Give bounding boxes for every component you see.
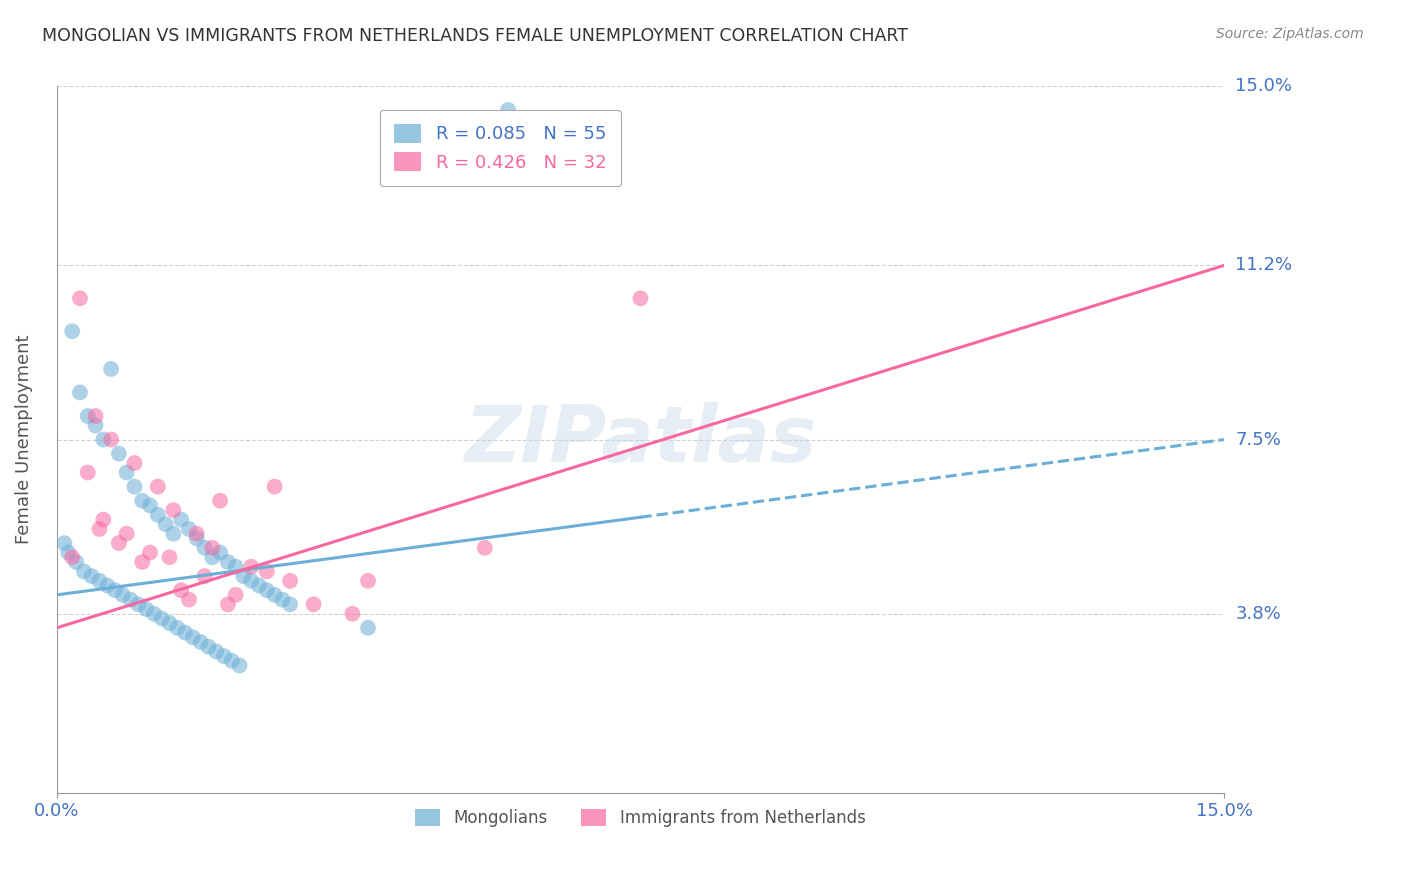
Legend: Mongolians, Immigrants from Netherlands: Mongolians, Immigrants from Netherlands: [409, 802, 872, 834]
Point: [127, 598, 149, 612]
Point: [115, 526, 138, 541]
Point: [201, 550, 224, 565]
Point: [100, 362, 122, 376]
Point: [135, 602, 157, 616]
Point: [271, 592, 294, 607]
Point: [58, 545, 80, 559]
Point: [162, 503, 184, 517]
Point: [115, 466, 138, 480]
Point: [170, 583, 193, 598]
Point: [496, 103, 519, 117]
Point: [177, 522, 200, 536]
Point: [69, 385, 91, 400]
Point: [53, 536, 76, 550]
Point: [89, 574, 111, 588]
Text: ZIPatlas: ZIPatlas: [464, 401, 817, 477]
Text: 7.5%: 7.5%: [1236, 431, 1281, 449]
Point: [142, 607, 165, 621]
Point: [84, 418, 107, 433]
Point: [342, 607, 364, 621]
Point: [186, 526, 208, 541]
Point: [159, 550, 181, 565]
Text: MONGOLIAN VS IMMIGRANTS FROM NETHERLANDS FEMALE UNEMPLOYMENT CORRELATION CHART: MONGOLIAN VS IMMIGRANTS FROM NETHERLANDS…: [42, 27, 908, 45]
Point: [76, 466, 98, 480]
Point: [209, 493, 232, 508]
Point: [124, 480, 146, 494]
Point: [225, 588, 247, 602]
Point: [108, 536, 131, 550]
Point: [76, 409, 98, 423]
Point: [225, 559, 247, 574]
Text: 15.0%: 15.0%: [1236, 78, 1292, 95]
Point: [89, 522, 111, 536]
Point: [630, 291, 652, 305]
Point: [193, 541, 215, 555]
Point: [474, 541, 496, 555]
Text: Source: ZipAtlas.com: Source: ZipAtlas.com: [1216, 27, 1364, 41]
Point: [357, 574, 380, 588]
Point: [190, 635, 212, 649]
Text: 3.8%: 3.8%: [1236, 605, 1281, 623]
Point: [146, 508, 169, 522]
Point: [217, 598, 239, 612]
Point: [186, 532, 208, 546]
Point: [256, 583, 278, 598]
Point: [155, 517, 177, 532]
Point: [263, 588, 285, 602]
Point: [197, 640, 219, 654]
Point: [124, 456, 146, 470]
Point: [73, 565, 96, 579]
Point: [91, 512, 114, 526]
Point: [221, 654, 243, 668]
Point: [247, 578, 270, 592]
Point: [170, 512, 193, 526]
Point: [60, 550, 83, 565]
Point: [263, 480, 285, 494]
Point: [80, 569, 103, 583]
Point: [139, 545, 162, 559]
Point: [240, 574, 263, 588]
Point: [65, 555, 87, 569]
Point: [159, 616, 181, 631]
Point: [108, 447, 131, 461]
Point: [256, 565, 278, 579]
Y-axis label: Female Unemployment: Female Unemployment: [15, 334, 32, 544]
Point: [181, 630, 204, 644]
Point: [84, 409, 107, 423]
Point: [193, 569, 215, 583]
Point: [100, 433, 122, 447]
Point: [111, 588, 134, 602]
Point: [240, 559, 263, 574]
Point: [131, 555, 153, 569]
Point: [150, 611, 173, 625]
Point: [212, 649, 235, 664]
Point: [69, 291, 91, 305]
Point: [177, 592, 200, 607]
Point: [205, 644, 228, 658]
Point: [166, 621, 188, 635]
Point: [302, 598, 325, 612]
Point: [217, 555, 239, 569]
Point: [96, 578, 118, 592]
Point: [139, 499, 162, 513]
Point: [232, 569, 254, 583]
Point: [201, 541, 224, 555]
Point: [104, 583, 127, 598]
Text: 11.2%: 11.2%: [1236, 256, 1292, 275]
Point: [162, 526, 184, 541]
Point: [146, 480, 169, 494]
Point: [209, 545, 232, 559]
Point: [120, 592, 142, 607]
Point: [174, 625, 197, 640]
Point: [60, 324, 83, 338]
Point: [278, 574, 301, 588]
Point: [357, 621, 380, 635]
Point: [91, 433, 114, 447]
Point: [131, 493, 153, 508]
Point: [278, 598, 301, 612]
Point: [228, 658, 250, 673]
